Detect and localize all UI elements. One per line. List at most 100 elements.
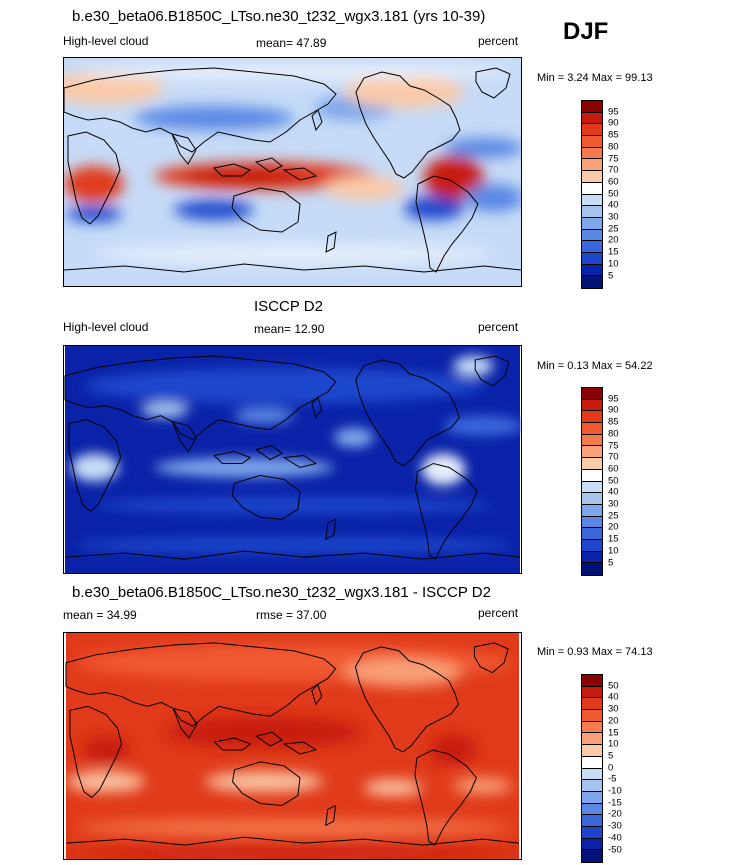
panel1-minmax: Min = 3.24 Max = 99.13 [537, 72, 653, 84]
colorbar-swatch [582, 264, 602, 277]
colorbar-tick-label: 70 [608, 164, 619, 176]
panel1-units-label: percent [478, 34, 519, 48]
colorbar-tick-label: 60 [608, 176, 619, 188]
panel3-title: b.e30_beta06.B1850C_LTso.ne30_t232_wgx3.… [72, 584, 491, 601]
colorbar-swatch [582, 686, 602, 699]
colorbar-swatch [582, 411, 602, 424]
colorbar-swatch [582, 504, 602, 517]
colorbar-tick-label: 5 [608, 270, 614, 281]
panel1-map-canvas [64, 58, 521, 286]
colorbar-swatch [582, 850, 602, 862]
colorbar-tick-label: 75 [608, 153, 619, 164]
colorbar-swatch [582, 551, 602, 564]
colorbar-swatch [582, 528, 602, 540]
panel2-variable-label: High-level cloud [63, 320, 149, 334]
colorbar-swatch [582, 423, 602, 435]
colorbar-tick-label: 80 [608, 141, 619, 153]
panel3-colorbar [581, 674, 603, 863]
colorbar-tick-label: 95 [608, 393, 619, 405]
panel1-title: b.e30_beta06.B1850C_LTso.ne30_t232_wgx3.… [72, 8, 486, 25]
colorbar-swatch [582, 217, 602, 230]
colorbar-tick-label: -15 [608, 797, 622, 809]
colorbar-tick-label: -5 [608, 773, 617, 785]
colorbar-tick-label: -10 [608, 785, 622, 797]
colorbar-swatch [582, 194, 602, 207]
panel1-variable-label: High-level cloud [63, 34, 149, 48]
colorbar-tick-label: 0 [608, 762, 614, 774]
colorbar-swatch [582, 733, 602, 746]
colorbar-swatch [582, 434, 602, 447]
panel1-map [63, 57, 522, 287]
colorbar-swatch [582, 124, 602, 137]
colorbar-tick-label: 95 [608, 106, 619, 118]
colorbar-swatch [582, 182, 602, 195]
colorbar-swatch [582, 241, 602, 253]
colorbar-swatch [582, 388, 602, 400]
colorbar-tick-label: 85 [608, 129, 619, 141]
colorbar-tick-label: 10 [608, 258, 619, 270]
colorbar-tick-label: 40 [608, 199, 619, 211]
colorbar-tick-label: 30 [608, 703, 619, 715]
panel2-mean-label: mean= 12.90 [254, 322, 325, 336]
colorbar-tick-label: 20 [608, 715, 619, 727]
colorbar-tick-label: 15 [608, 727, 619, 738]
panel2-minmax: Min = 0.13 Max = 54.22 [537, 360, 653, 372]
panel3-units-label: percent [478, 606, 519, 620]
panel2-colorbar [581, 387, 603, 576]
colorbar-swatch [582, 563, 602, 575]
colorbar-swatch [582, 399, 602, 412]
colorbar-swatch [582, 101, 602, 113]
panel3-mean-label: mean = 34.99 [63, 608, 137, 622]
colorbar-swatch [582, 780, 602, 792]
colorbar-swatch [582, 516, 602, 529]
colorbar-tick-label: 90 [608, 404, 619, 416]
colorbar-swatch [582, 171, 602, 183]
colorbar-swatch [582, 539, 602, 552]
panel2-map [63, 345, 522, 574]
colorbar-tick-label: -40 [608, 832, 622, 844]
colorbar-tick-label: 60 [608, 463, 619, 475]
colorbar-tick-label: 80 [608, 428, 619, 440]
panel3-rmse-label: rmse = 37.00 [256, 608, 327, 622]
colorbar-tick-label: -50 [608, 844, 622, 855]
panel2-title: ISCCP D2 [254, 298, 323, 315]
colorbar-tick-label: 30 [608, 498, 619, 510]
colorbar-tick-label: 20 [608, 521, 619, 533]
colorbar-tick-label: 25 [608, 223, 619, 235]
colorbar-tick-label: 30 [608, 211, 619, 223]
colorbar-swatch [582, 136, 602, 148]
panel3-map [63, 632, 522, 860]
colorbar-tick-label: 75 [608, 440, 619, 451]
colorbar-tick-label: 50 [608, 188, 619, 200]
colorbar-swatch [582, 675, 602, 687]
colorbar-swatch [582, 206, 602, 218]
colorbar-tick-label: 50 [608, 475, 619, 487]
colorbar-tick-label: 10 [608, 738, 619, 750]
colorbar-swatch [582, 698, 602, 711]
colorbar-swatch [582, 276, 602, 288]
season-label: DJF [563, 18, 609, 45]
colorbar-tick-label: 70 [608, 451, 619, 463]
colorbar-swatch [582, 815, 602, 827]
colorbar-swatch [582, 469, 602, 482]
panel2-map-canvas [64, 346, 521, 573]
colorbar-swatch [582, 838, 602, 851]
colorbar-swatch [582, 481, 602, 494]
colorbar-tick-label: -20 [608, 808, 622, 820]
colorbar-tick-label: 40 [608, 691, 619, 703]
panel2-units-label: percent [478, 320, 519, 334]
colorbar-swatch [582, 229, 602, 242]
colorbar-swatch [582, 159, 602, 172]
colorbar-swatch [582, 493, 602, 505]
colorbar-swatch [582, 710, 602, 722]
colorbar-tick-label: 20 [608, 234, 619, 246]
colorbar-swatch [582, 112, 602, 125]
colorbar-swatch [582, 721, 602, 734]
panel3-minmax: Min = 0.93 Max = 74.13 [537, 646, 653, 658]
colorbar-tick-label: 10 [608, 545, 619, 557]
panel1-mean-label: mean= 47.89 [256, 36, 327, 50]
colorbar-tick-label: 90 [608, 117, 619, 129]
colorbar-swatch [582, 756, 602, 769]
colorbar-swatch [582, 745, 602, 757]
colorbar-swatch [582, 458, 602, 470]
